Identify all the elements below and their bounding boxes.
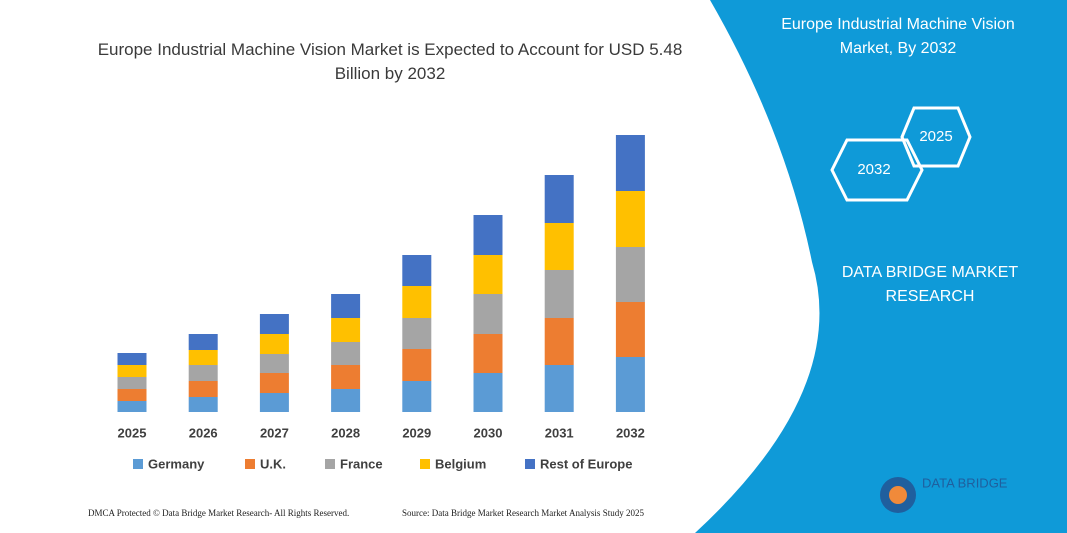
bar-segment: [259, 373, 289, 393]
legend-swatch: [325, 459, 335, 469]
bar-segment: [117, 365, 147, 377]
bar-segment: [188, 365, 218, 381]
bar-segment: [331, 365, 361, 389]
bar-segment: [188, 334, 218, 350]
x-tick-label: 2030: [474, 425, 503, 440]
bar-segment: [615, 357, 645, 412]
bar-segment: [473, 294, 503, 334]
bar-segment: [544, 270, 574, 318]
logo-icon: [889, 486, 907, 504]
sidebar-title-line: Europe Industrial Machine Vision: [781, 16, 1015, 33]
bar-segment: [331, 342, 361, 365]
legend-label: France: [340, 456, 383, 471]
x-tick-label: 2026: [189, 425, 218, 440]
bar-segment: [544, 175, 574, 223]
bar-segment: [473, 215, 503, 255]
x-tick-label: 2031: [545, 425, 574, 440]
bar-segment: [259, 354, 289, 373]
legend-label: U.K.: [260, 456, 286, 471]
bar-segment: [188, 397, 218, 412]
legend-label: Rest of Europe: [540, 456, 632, 471]
hexagon: [900, 106, 972, 168]
bar-segment: [473, 373, 503, 412]
bar-segment: [117, 401, 147, 412]
legend-swatch: [245, 459, 255, 469]
legend-swatch: [420, 459, 430, 469]
bar-segment: [117, 353, 147, 365]
bar-segment: [331, 318, 361, 342]
hex-label: 2032: [857, 161, 890, 178]
bar-segment: [331, 294, 361, 318]
bar-segment: [259, 334, 289, 354]
bar-segment: [544, 318, 574, 365]
bar-segment: [117, 389, 147, 401]
bar-segment: [615, 302, 645, 357]
bar-segment: [615, 135, 645, 191]
brand-name-line: DATA BRIDGE MARKET: [842, 264, 1019, 281]
bar-segment: [473, 334, 503, 373]
bar-segment: [402, 286, 432, 318]
legend-label: Germany: [148, 456, 205, 471]
bar-segment: [544, 365, 574, 412]
bar-segment: [259, 314, 289, 334]
brand-name: DATA BRIDGE MARKET RESEARCH: [842, 264, 1019, 305]
legend-label: Belgium: [435, 456, 486, 471]
bar-segment: [402, 255, 432, 286]
x-tick-label: 2029: [402, 425, 431, 440]
x-tick-label: 2025: [118, 425, 147, 440]
footer-dmca: DMCA Protected © Data Bridge Market Rese…: [88, 508, 349, 518]
bar-segment: [615, 191, 645, 247]
legend-swatch: [133, 459, 143, 469]
brand-name-line: RESEARCH: [886, 288, 975, 305]
bar-segment: [473, 255, 503, 294]
bar-segment: [188, 350, 218, 365]
footer-source: Source: Data Bridge Market Research Mark…: [402, 508, 644, 518]
legend-swatch: [525, 459, 535, 469]
hexagon: [830, 138, 924, 202]
sidebar-title: Europe Industrial Machine Vision Market, …: [781, 16, 1015, 57]
bar-segment: [402, 381, 432, 412]
bar-segment: [117, 377, 147, 389]
bar-segment: [188, 381, 218, 397]
bar-segment: [259, 393, 289, 412]
bar-segment: [402, 349, 432, 381]
bar-segment: [544, 223, 574, 270]
bar-segment: [331, 389, 361, 412]
hex-label: 2025: [919, 128, 952, 145]
x-tick-label: 2027: [260, 425, 289, 440]
x-tick-label: 2028: [331, 425, 360, 440]
bar-segment: [615, 247, 645, 302]
x-tick-label: 2032: [616, 425, 645, 440]
logo-text: DATA BRIDGE: [922, 475, 1008, 490]
chart-title: Europe Industrial Machine Vision Market …: [97, 40, 683, 83]
bar-segment: [402, 318, 432, 349]
side-panel: [695, 0, 1067, 533]
sidebar-title-line: Market, By 2032: [840, 40, 957, 57]
